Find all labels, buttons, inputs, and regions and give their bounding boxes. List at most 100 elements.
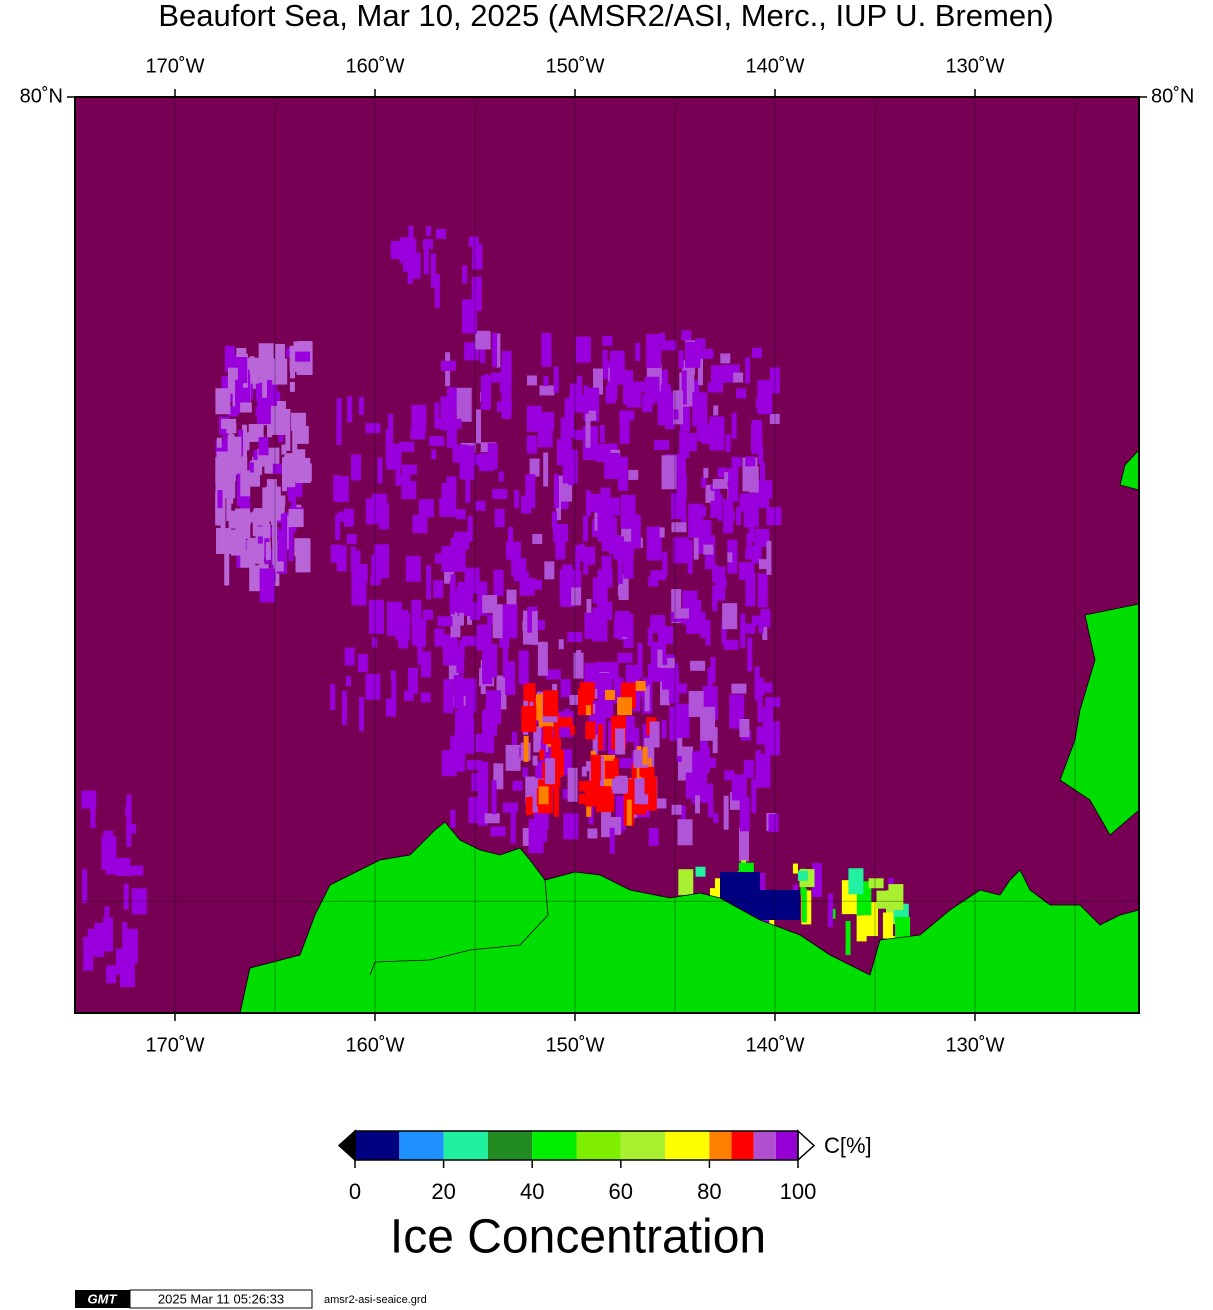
land [239,448,1140,1014]
ice-pixel [537,641,548,676]
ice-pixel [609,350,625,385]
ice-pixel [671,804,682,815]
ice-pixel [104,906,110,925]
ice-pixel [647,627,653,646]
ice-pixel [475,500,486,511]
ice-pixel [617,697,633,716]
ice-pixel [739,719,750,738]
ice-pixel [456,646,462,673]
x-tick-label: 130˚W [946,55,1005,77]
ice-pixel [560,679,571,698]
ice-pixel [693,533,699,560]
ice-pixel [128,865,144,876]
colorbar-bin [355,1131,400,1160]
ice-pixel [390,670,396,681]
ice-pixel [512,780,523,791]
ice-pixel [634,727,640,762]
ice-pixel [644,685,650,712]
ice-pixel [751,615,762,626]
ice-pixel [544,561,555,580]
ice-pixel [502,643,508,678]
logo-box [75,1290,130,1308]
ice-pixel [501,384,512,419]
ice-pixel [604,793,615,812]
ice-pixel [450,574,456,601]
ice-pixel [568,459,574,486]
ice-pixel [459,536,465,571]
ice-pixel [553,474,559,509]
ice-pixel [410,429,426,440]
ice-pixel [529,458,540,477]
ice-pixel [450,611,461,638]
ice-pixel [707,667,713,702]
ice-pixel [410,252,421,279]
ice-pixel [583,385,589,420]
ice-pixel [552,683,558,694]
ice-pixel [708,783,714,818]
ice-pixel [532,611,538,646]
colorbar-bin [487,1131,533,1160]
ice-pixel [585,705,591,716]
ice-pixel [681,330,692,341]
ice-pixel [755,753,771,788]
ice-pixel [587,828,598,839]
ice-pixel [619,417,630,444]
ice-pixel [437,616,453,627]
ice-pixel [502,802,518,813]
ice-pixel [743,760,754,779]
ice-pixel [502,604,518,639]
ice-pixel [757,696,763,723]
ice-pixel [417,638,423,665]
ice-pixel [597,601,613,620]
ice-pixel [590,754,601,781]
ice-pixel [281,457,287,492]
ice-pixel [830,908,836,919]
ice-pixel [609,827,615,854]
ice-pixel [607,381,618,400]
logo: GMT [88,1291,118,1306]
colorbar-bin [443,1131,488,1160]
ice-pixel [415,621,426,648]
ice-pixel [411,611,417,646]
ice-pixel [434,274,440,309]
ice-pixel [529,796,535,815]
ice-pixel [493,569,504,596]
ice-pixel [123,883,129,910]
ice-pixel [565,581,576,600]
ice-pixel [359,697,365,732]
ice-pixel [217,490,223,509]
ice-pixel [707,382,723,393]
ice-pixel [266,379,277,406]
ice-pixel [592,734,598,761]
map-title: Beaufort Sea, Mar 10, 2025 (AMSR2/ASI, M… [158,0,1053,33]
ice-pixel [882,912,893,939]
ice-pixel [678,350,684,369]
ice-pixel [408,225,414,252]
ice-pixel [474,330,490,349]
ice-pixel [713,813,719,824]
ice-pixel [285,408,291,419]
ice-pixel [747,637,753,672]
ice-pixel [697,351,703,386]
ice-pixel [688,690,704,717]
ice-pixel [702,729,708,764]
y-tick-label: 80˚N [20,85,63,107]
ice-pixel [856,915,867,942]
ice-pixel [648,576,659,587]
ice-pixel [123,928,139,963]
ice-pixel [446,421,457,448]
ice-pixel [680,397,691,432]
ice-pixel [281,444,287,455]
ice-pixel [701,785,712,804]
ice-pixel [248,462,254,473]
ice-pixel [482,710,498,737]
colorbar-bin [731,1131,754,1160]
ice-pixel [541,332,552,367]
ice-pixel [228,493,234,504]
ice-pixel [768,814,779,833]
ice-pixel [731,774,747,801]
ice-pixel [490,372,506,383]
ice-pixel [272,358,288,385]
ice-pixel [330,683,336,710]
ice-pixel [265,542,271,561]
